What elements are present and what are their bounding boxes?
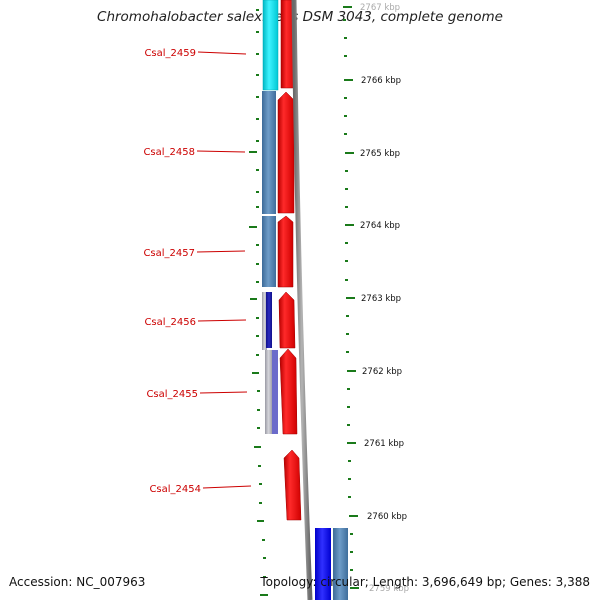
cds-arrow-2458 [277,91,295,214]
feature-gray-1 [262,292,267,350]
gene-label-leaders [196,51,252,489]
gene-label-csal-2457: Csal_2457 [143,248,195,259]
kbp-label-2764: 2764 kbp [360,221,400,231]
kbp-label-2760: 2760 kbp [367,512,407,522]
outer-tick-column [343,6,359,589]
map-title: Chromohalobacter salexigens DSM 3043, co… [97,9,503,25]
kbp-label-2761: 2761 kbp [364,439,404,449]
gene-labels: Csal_2459 Csal_2458 Csal_2457 Csal_2456 … [143,48,201,495]
gene-label-csal-2454: Csal_2454 [149,484,201,495]
kbp-label-2762: 2762 kbp [362,367,402,377]
gene-label-csal-2458: Csal_2458 [143,147,195,158]
forward-cds-track [277,0,302,521]
feature-navy-2 [272,350,278,434]
inner-tick-column [249,9,268,596]
feature-gray-2 [265,350,272,434]
feature-navy [266,292,272,348]
kbp-label-2765: 2765 kbp [360,149,400,159]
genome-summary-text: Topology: circular; Length: 3,696,649 bp… [260,575,590,589]
kbp-labels: 2767 kbp 2766 kbp 2765 kbp 2764 kbp 2763… [360,3,409,594]
genome-backbone [291,0,313,600]
kbp-label-2763: 2763 kbp [361,294,401,304]
feature-steelblue-2 [262,216,276,287]
cds-arrow-2457 [277,215,294,288]
feature-blue [315,528,331,600]
gene-label-csal-2459: Csal_2459 [144,48,196,59]
kbp-label-2766: 2766 kbp [361,76,401,86]
accession-text: Accession: NC_007963 [9,575,146,589]
cds-arrow-2454 [283,449,302,521]
kbp-label-2767: 2767 kbp [360,3,400,13]
gene-label-csal-2456: Csal_2456 [144,317,196,328]
kbp-label-2759: 2759 kbp [369,584,409,594]
feature-track [262,0,348,600]
feature-cyan [262,0,279,91]
cds-arrow-2455 [279,348,298,435]
cds-arrow-2456 [278,291,296,349]
feature-steelblue-3 [333,528,348,600]
gene-label-csal-2455: Csal_2455 [146,389,198,400]
feature-steelblue-1 [262,91,276,214]
